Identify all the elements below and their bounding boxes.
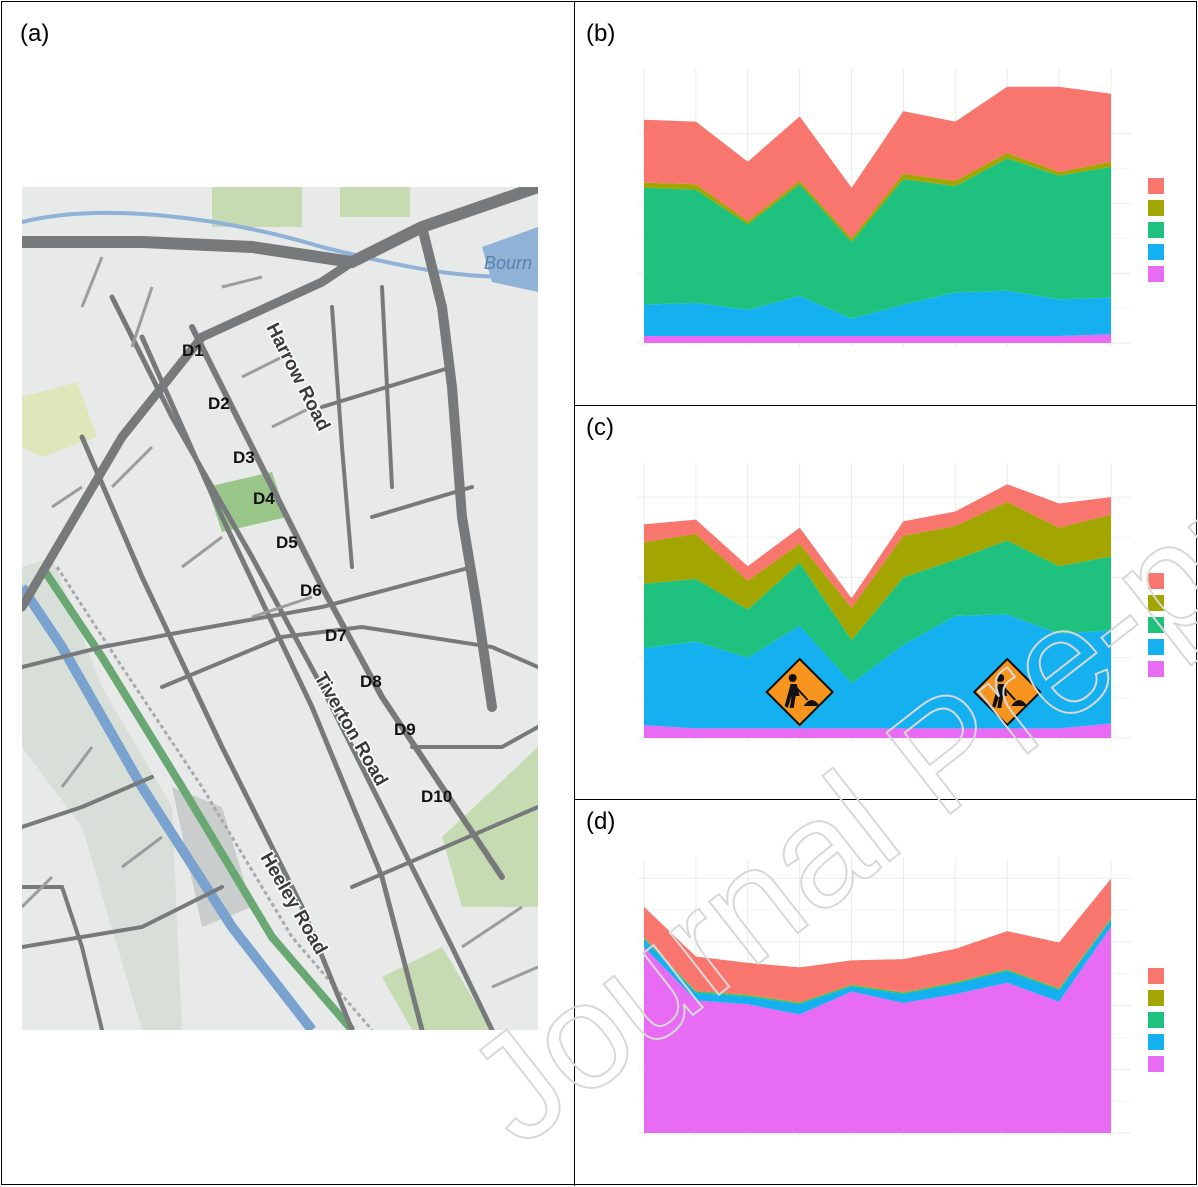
- map-point-d5: D5: [276, 533, 298, 552]
- legend-swatch-f5: [1148, 266, 1164, 282]
- area-series-f1: [644, 86, 1111, 239]
- panel-divider-cd: [574, 799, 1197, 800]
- area-series-f4: [644, 920, 1111, 1015]
- map-water-label: Bourn: [484, 253, 532, 273]
- worker-head: [788, 674, 797, 682]
- chart-pm10-svg: [638, 463, 1164, 742]
- panel-label-d: (d): [586, 808, 616, 835]
- legend-swatch-f2: [1148, 990, 1164, 1006]
- legend-swatch-f2: [1148, 595, 1164, 611]
- panel-label-a: (a): [20, 20, 50, 47]
- street-map: Bourn: [22, 187, 538, 1030]
- map-point-d9: D9: [394, 720, 416, 739]
- legend-swatch-f4: [1148, 1034, 1164, 1050]
- legend-swatch-f5: [1148, 661, 1164, 677]
- area-series-f3: [644, 540, 1111, 684]
- map-point-d3: D3: [233, 448, 255, 467]
- area-series-f5: [644, 334, 1111, 343]
- legend-swatch-f3: [1148, 617, 1164, 633]
- panel-divider-vertical: [574, 1, 575, 1186]
- worker-head: [996, 674, 1005, 682]
- chart-pm25: [576, 50, 1196, 390]
- legend-swatch-f3: [1148, 1012, 1164, 1028]
- map-point-d4: D4: [253, 489, 275, 508]
- legend-swatch-f2: [1148, 200, 1164, 216]
- panel-divider-bc: [574, 405, 1197, 406]
- map-point-d1: D1: [182, 341, 204, 360]
- worker-body: [992, 684, 1008, 708]
- panel-label-c: (c): [586, 414, 614, 441]
- map-point-d10: D10: [421, 787, 452, 806]
- chart-pm25-svg: [638, 68, 1164, 347]
- panel-label-b: (b): [586, 20, 616, 47]
- area-series-f1: [644, 878, 1111, 1003]
- map-point-d2: D2: [208, 394, 230, 413]
- area-series-f4: [644, 290, 1111, 336]
- area-series-f5: [644, 926, 1111, 1133]
- area-series-f2: [644, 501, 1111, 640]
- dirt-pile: [1011, 700, 1028, 706]
- legend-swatch-f4: [1148, 639, 1164, 655]
- shovel-handle: [795, 687, 809, 701]
- legend-swatch-f1: [1148, 573, 1164, 589]
- legend-swatch-f5: [1148, 1056, 1164, 1072]
- roadworks-sign-icon: [765, 657, 835, 727]
- legend-swatch-f4: [1148, 244, 1164, 260]
- chart-pm10: [576, 445, 1196, 785]
- area-series-f5: [644, 723, 1111, 738]
- area-series-f3: [644, 158, 1111, 319]
- chart-ldsa-svg: [638, 858, 1164, 1137]
- shovel-handle: [1003, 687, 1016, 701]
- roadworks-sign-icon: [972, 657, 1042, 727]
- map-panel: Bourn: [22, 187, 538, 1030]
- chart-ldsa: [576, 840, 1196, 1180]
- legend-swatch-f1: [1148, 178, 1164, 194]
- legend-swatch-f3: [1148, 222, 1164, 238]
- dirt-pile: [803, 700, 820, 706]
- map-point-d8: D8: [360, 672, 382, 691]
- map-point-d6: D6: [300, 581, 322, 600]
- legend-swatch-f1: [1148, 968, 1164, 984]
- map-point-d7: D7: [325, 626, 347, 645]
- worker-body: [784, 684, 800, 708]
